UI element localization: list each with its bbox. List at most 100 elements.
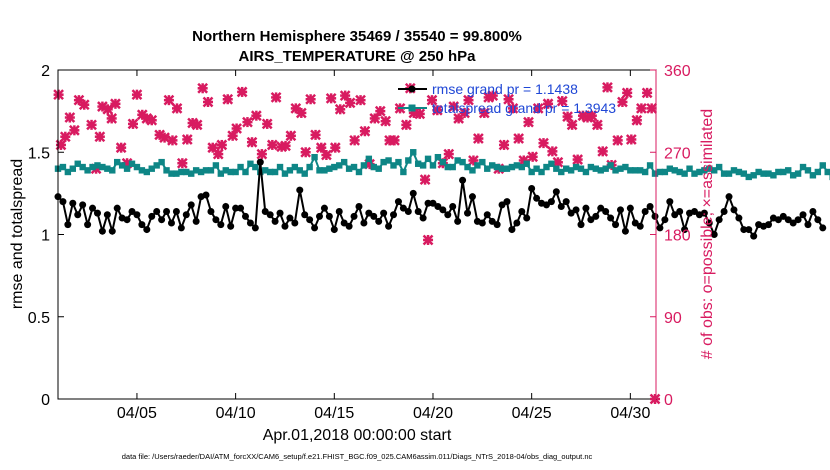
rmse-point — [449, 203, 457, 211]
rmse-point — [394, 198, 402, 206]
legend-rmse-label: rmse grand pr = 1.1438 — [432, 81, 578, 97]
rmse-point — [700, 209, 708, 217]
totalspread-point — [587, 163, 595, 171]
totalspread-point — [592, 165, 600, 172]
rmse-point — [671, 211, 679, 219]
totalspread-point — [602, 165, 609, 172]
rmse-point — [646, 203, 654, 211]
totalspread-point — [59, 163, 67, 171]
rmse-point — [345, 222, 353, 230]
rmse-point — [419, 214, 427, 222]
rmse-point — [774, 216, 782, 224]
totalspread-point — [794, 170, 802, 177]
obs-point — [222, 93, 234, 105]
rmse-point — [103, 211, 111, 219]
rmse-point — [454, 217, 462, 225]
rmse-point — [429, 199, 437, 207]
totalspread-point — [804, 167, 812, 174]
x-tick-label: 04/15 — [314, 405, 354, 422]
rmse-point — [651, 212, 659, 220]
obs-point — [472, 133, 484, 144]
rmse-point — [69, 199, 77, 207]
rmse-point — [246, 219, 254, 227]
rmse-point — [123, 216, 131, 224]
rmse-point — [158, 216, 166, 224]
obs-point — [592, 119, 603, 131]
obs-point — [176, 157, 188, 169]
legend-rmse-marker — [408, 85, 416, 93]
totalspread-point — [814, 168, 822, 176]
obs-point — [280, 140, 291, 152]
rmse-point — [350, 212, 358, 220]
totalspread-point — [405, 157, 412, 164]
obs-point — [527, 151, 539, 163]
totalspread-point — [508, 163, 516, 171]
rmse-point — [710, 231, 718, 238]
obs-point — [106, 113, 118, 124]
totalspread-point — [646, 162, 654, 169]
totalspread-point — [247, 160, 254, 167]
rmse-point — [542, 201, 550, 209]
totalspread-point — [651, 170, 659, 177]
totalspread-point — [641, 168, 649, 176]
obs-point — [419, 174, 431, 186]
totalspread-point — [331, 163, 338, 171]
obs-point — [586, 110, 598, 122]
obs-point — [641, 87, 653, 99]
obs-point — [339, 90, 351, 101]
x-tick-label: 04/30 — [610, 405, 650, 422]
totalspread-point — [632, 167, 639, 174]
totalspread-point — [178, 168, 185, 176]
rmse-point — [404, 207, 412, 215]
obs-point — [468, 155, 479, 166]
totalspread-point — [380, 158, 387, 166]
obs-point — [250, 110, 262, 122]
rmse-point — [616, 206, 624, 214]
totalspread-point — [414, 160, 422, 167]
obs-point — [625, 134, 637, 145]
totalspread-point — [395, 158, 402, 166]
rmse-point — [498, 201, 506, 209]
totalspread-point — [321, 167, 328, 174]
totalspread-point — [291, 163, 299, 171]
totalspread-point — [84, 167, 91, 174]
totalspread-point — [701, 167, 708, 174]
x-tick-label: 04/05 — [117, 405, 157, 422]
obs-point — [542, 98, 554, 110]
rmse-point — [799, 211, 807, 219]
totalspread-point — [661, 168, 669, 176]
totalspread-point — [266, 168, 274, 176]
rmse-point — [750, 232, 758, 240]
rmse-point — [582, 204, 590, 212]
obs-point — [207, 142, 219, 154]
rmse-point — [291, 219, 299, 227]
line-series-group — [54, 149, 830, 240]
obs-point — [300, 146, 312, 158]
totalspread-point — [439, 158, 447, 166]
totalspread-point — [597, 167, 604, 174]
obs-point — [102, 103, 114, 115]
totalspread-point — [262, 167, 269, 174]
totalspread-point — [459, 158, 466, 166]
rmse-point — [676, 207, 684, 215]
obs-point — [597, 145, 609, 157]
totalspread-point — [523, 160, 530, 167]
totalspread-point — [301, 170, 308, 177]
totalspread-point — [558, 168, 565, 176]
y-tick-label-left: 0 — [41, 392, 50, 409]
obs-point — [146, 114, 158, 126]
rmse-point — [256, 158, 264, 166]
rmse-point — [84, 221, 92, 229]
rmse-point — [59, 198, 67, 206]
obs-point — [64, 112, 76, 123]
obs-point — [556, 95, 568, 107]
totalspread-point — [656, 168, 664, 176]
rmse-point — [735, 214, 743, 222]
totalspread-point — [434, 153, 442, 161]
totalspread-point — [99, 163, 106, 171]
obs-point — [216, 139, 228, 151]
totalspread-point — [168, 170, 175, 177]
obs-point — [503, 93, 514, 105]
totalspread-point — [128, 160, 136, 167]
rmse-point — [335, 207, 343, 215]
